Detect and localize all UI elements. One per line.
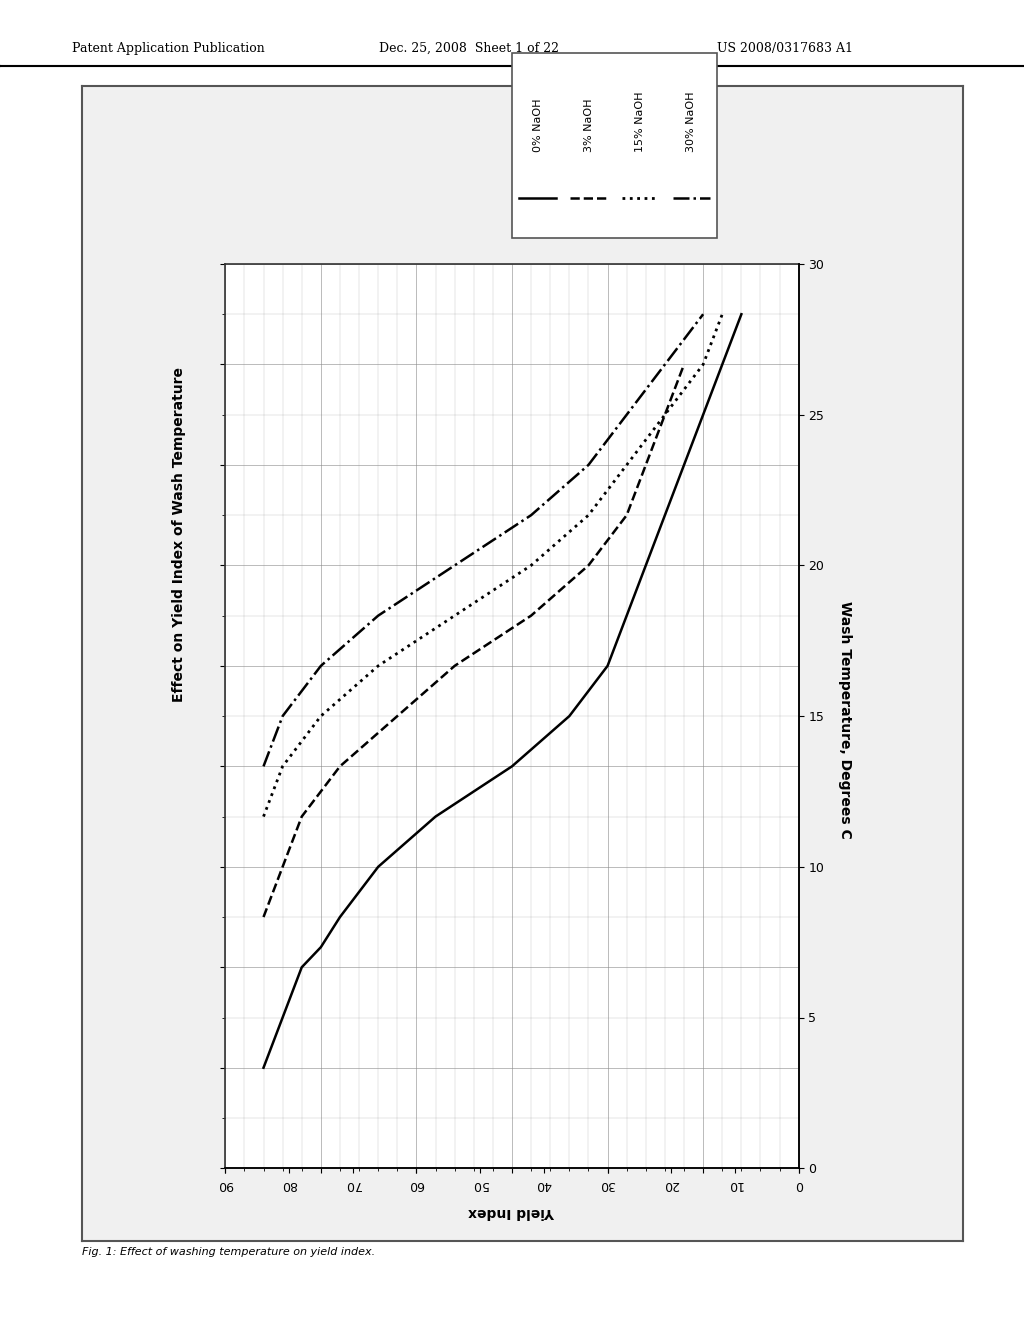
Text: 30% NaOH: 30% NaOH xyxy=(686,91,696,152)
Text: US 2008/0317683 A1: US 2008/0317683 A1 xyxy=(717,42,853,55)
Text: 15% NaOH: 15% NaOH xyxy=(635,91,645,152)
Text: Fig. 1: Effect of washing temperature on yield index.: Fig. 1: Effect of washing temperature on… xyxy=(82,1247,375,1258)
Text: Wash Temperature, Degrees C: Wash Temperature, Degrees C xyxy=(838,601,852,838)
Text: Patent Application Publication: Patent Application Publication xyxy=(72,42,264,55)
Text: Dec. 25, 2008  Sheet 1 of 22: Dec. 25, 2008 Sheet 1 of 22 xyxy=(379,42,559,55)
Text: Effect on Yield Index of Wash Temperature: Effect on Yield Index of Wash Temperatur… xyxy=(172,367,186,702)
Text: 0% NaOH: 0% NaOH xyxy=(532,98,543,152)
Text: Yield Index: Yield Index xyxy=(469,1205,555,1218)
Text: 3% NaOH: 3% NaOH xyxy=(584,98,594,152)
